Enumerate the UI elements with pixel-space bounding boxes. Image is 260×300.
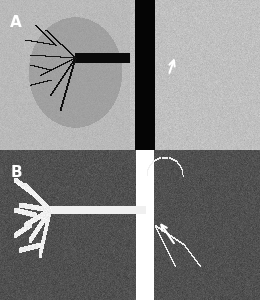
Text: A: A — [10, 15, 22, 30]
Text: B: B — [10, 165, 22, 180]
